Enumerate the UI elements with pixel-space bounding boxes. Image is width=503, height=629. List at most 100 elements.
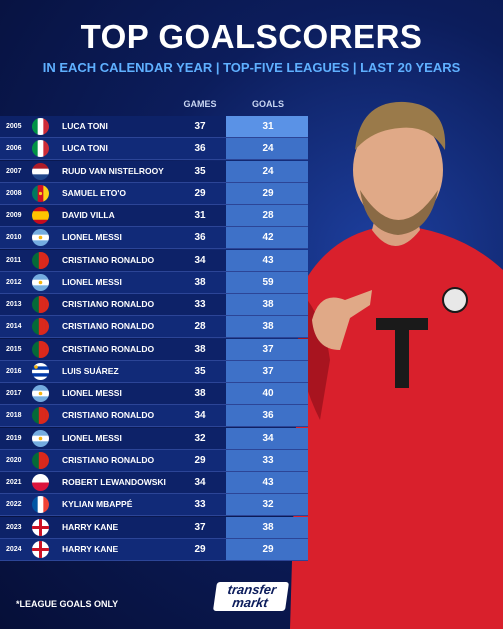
goals-cell-bg bbox=[226, 538, 308, 560]
table-row: 2017 LIONEL MESSI 38 40 bbox=[0, 383, 308, 405]
player-name: LIONEL MESSI bbox=[62, 276, 122, 287]
table-row: 2011 CRISTIANO RONALDO 34 43 bbox=[0, 249, 308, 272]
player-name: LUIS SUÁREZ bbox=[62, 365, 119, 376]
goals: 40 bbox=[262, 388, 274, 399]
goals-cell-bg bbox=[226, 516, 308, 538]
goals: 37 bbox=[262, 343, 274, 355]
goals: 43 bbox=[262, 254, 274, 266]
table-row: 2021 ROBERT LEWANDOWSKI 34 43 bbox=[0, 472, 308, 494]
table-row: 2008 SAMUEL ETO'O 29 29 bbox=[0, 182, 308, 205]
table-row: 2005 LUCA TONI 37 31 bbox=[0, 116, 308, 138]
goals-cell-bg bbox=[226, 338, 308, 360]
player-name: HARRY KANE bbox=[62, 543, 119, 554]
year: 2022 bbox=[6, 501, 22, 509]
goals: 38 bbox=[262, 299, 274, 310]
year: 2015 bbox=[6, 345, 22, 353]
year: 2009 bbox=[6, 212, 22, 219]
table-row: 2016 LUIS SUÁREZ 35 37 bbox=[0, 360, 308, 383]
goals-cell-bg bbox=[226, 249, 308, 271]
player-name: CRISTIANO RONALDO bbox=[62, 454, 155, 465]
year: 2020 bbox=[6, 456, 22, 464]
flag bbox=[32, 162, 49, 180]
player-name: SAMUEL ETO'O bbox=[62, 187, 127, 198]
games: 37 bbox=[194, 521, 206, 533]
goals-cell-bg bbox=[226, 182, 308, 204]
flag bbox=[32, 140, 49, 158]
flag bbox=[32, 362, 49, 380]
goals: 59 bbox=[262, 276, 274, 288]
table-row: 2007 RUUD VAN NISTELROOY 35 24 bbox=[0, 160, 308, 183]
year: 2006 bbox=[6, 145, 22, 153]
goals: 29 bbox=[262, 187, 274, 199]
table-row: 2015 CRISTIANO RONALDO 38 37 bbox=[0, 338, 308, 361]
table-row: 2013 CRISTIANO RONALDO 33 38 bbox=[0, 294, 308, 316]
games: 35 bbox=[194, 165, 206, 177]
flag bbox=[32, 540, 49, 558]
logo-text: markt bbox=[231, 595, 269, 610]
goals-cell-bg bbox=[226, 360, 308, 382]
flag bbox=[32, 451, 49, 469]
goals: 34 bbox=[262, 432, 274, 444]
player-name: LIONEL MESSI bbox=[62, 432, 122, 443]
footnote: *LEAGUE GOALS ONLY bbox=[16, 599, 119, 609]
flag bbox=[32, 429, 49, 447]
goals: 37 bbox=[262, 365, 274, 377]
table-row: 2009 DAVID VILLA 31 28 bbox=[0, 205, 308, 227]
year: 2012 bbox=[6, 278, 22, 286]
year: 2018 bbox=[6, 412, 22, 420]
games: 29 bbox=[194, 543, 206, 555]
player-name: LUCA TONI bbox=[62, 121, 108, 131]
goals: 31 bbox=[262, 121, 274, 132]
subtitle: IN EACH CALENDAR YEAR | TOP-FIVE LEAGUES… bbox=[42, 60, 461, 75]
table-row: 2024 HARRY KANE 29 29 bbox=[0, 538, 308, 561]
goals: 28 bbox=[262, 210, 274, 221]
goals-cell-bg bbox=[226, 383, 308, 404]
games: 33 bbox=[194, 299, 206, 310]
year: 2007 bbox=[6, 167, 22, 175]
title: TOP GOALSCORERS bbox=[80, 18, 423, 55]
games: 38 bbox=[194, 276, 206, 288]
player-name: DAVID VILLA bbox=[62, 210, 115, 220]
year: 2019 bbox=[6, 434, 22, 442]
goals: 36 bbox=[262, 410, 274, 422]
column-header: GOALS bbox=[251, 99, 284, 109]
flag bbox=[32, 385, 49, 402]
year: 2005 bbox=[6, 123, 22, 130]
player-name: CRISTIANO RONALDO bbox=[62, 321, 155, 332]
player-name: LUCA TONI bbox=[62, 143, 108, 154]
player-name: KYLIAN MBAPPÉ bbox=[62, 499, 133, 510]
goals: 24 bbox=[262, 143, 274, 155]
flag bbox=[32, 496, 49, 514]
games: 31 bbox=[194, 210, 206, 221]
goals: 43 bbox=[262, 477, 274, 488]
goals-cell-bg bbox=[226, 472, 308, 493]
games: 38 bbox=[194, 388, 206, 399]
player-name: CRISTIANO RONALDO bbox=[62, 343, 155, 354]
games: 28 bbox=[194, 321, 206, 333]
goals: 33 bbox=[262, 454, 274, 466]
player-name: CRISTIANO RONALDO bbox=[62, 410, 155, 421]
flag bbox=[32, 207, 49, 224]
year: 2017 bbox=[6, 390, 22, 397]
games: 33 bbox=[194, 499, 206, 511]
year: 2010 bbox=[6, 234, 22, 242]
games: 36 bbox=[194, 143, 206, 155]
goals-cell-bg bbox=[226, 405, 308, 427]
games: 34 bbox=[194, 477, 206, 488]
table-row: 2019 LIONEL MESSI 32 34 bbox=[0, 427, 308, 450]
column-header: GAMES bbox=[183, 99, 217, 109]
goals: 42 bbox=[262, 232, 274, 244]
year: 2011 bbox=[6, 256, 22, 264]
games: 36 bbox=[194, 232, 206, 244]
goals: 24 bbox=[262, 165, 274, 177]
games: 38 bbox=[194, 343, 206, 355]
table-row: 2020 CRISTIANO RONALDO 29 33 bbox=[0, 449, 308, 472]
year: 2014 bbox=[6, 323, 22, 331]
goals-cell-bg bbox=[226, 205, 308, 226]
flag bbox=[32, 318, 49, 336]
goals: 32 bbox=[262, 499, 274, 511]
flag bbox=[32, 474, 49, 491]
flag bbox=[32, 273, 49, 291]
